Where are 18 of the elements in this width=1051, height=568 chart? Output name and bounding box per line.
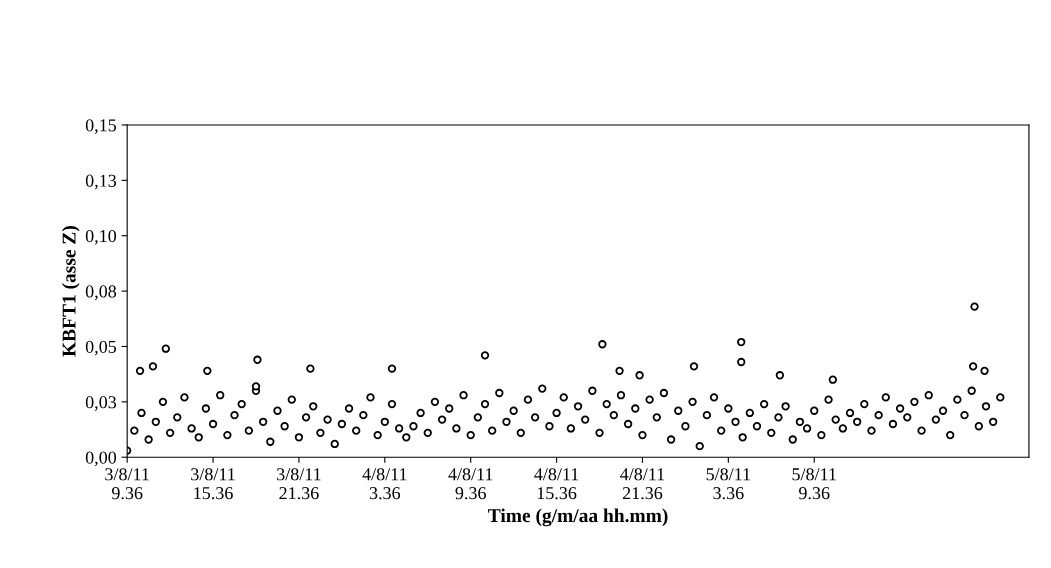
y-tick-label: 0,00 [85,451,117,467]
x-tick-label: 4/8/11 9.36 [448,468,493,500]
y-tick-label: 0,10 [85,229,117,245]
y-tick-label: 0,13 [85,174,117,190]
x-tick-label: 4/8/11 15.36 [534,468,579,500]
x-axis-title: Time (g/m/aa hh.mm) [488,508,668,527]
x-tick-label: 4/8/11 3.36 [362,468,407,500]
x-tick-label: 3/8/11 21.36 [277,468,321,500]
x-tick-label: 5/8/11 9.36 [792,468,836,500]
y-tick-label: 0,15 [85,119,117,134]
y-tick-label: 0,08 [85,285,117,301]
y-axis-title: KBFT1 (asse Z) [61,226,80,357]
y-tick-label: 0,05 [85,340,117,356]
x-tick-label: 5/8/11 3.36 [706,468,750,500]
x-tick-label: 3/8/11 15.36 [191,468,235,500]
x-tick-label: 4/8/11 21.36 [620,468,665,500]
y-tick-label: 0,03 [85,396,117,411]
x-tick-label: 3/8/11 9.36 [105,468,149,500]
